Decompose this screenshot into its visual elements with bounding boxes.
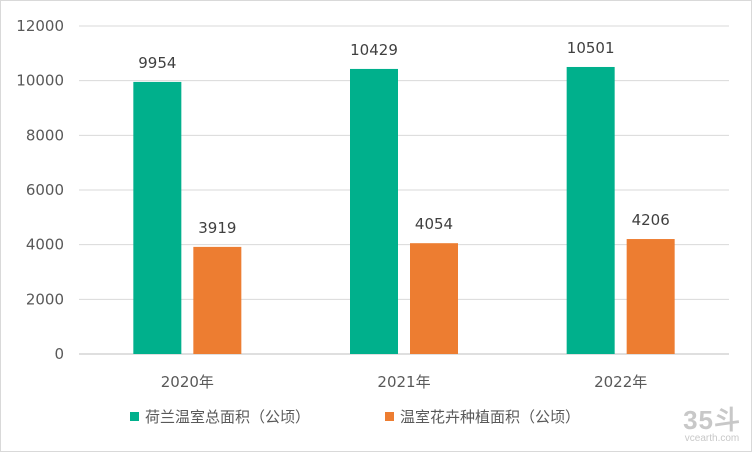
bars bbox=[133, 66, 675, 355]
watermark: 35斗 vcearth.com bbox=[683, 407, 741, 445]
legend: 荷兰温室总面积（公顷） 温室花卉种植面积（公顷） bbox=[130, 408, 580, 426]
x-axis: 2020年 2021年 2022年 bbox=[161, 373, 648, 391]
legend-swatch bbox=[385, 412, 394, 421]
bar bbox=[410, 243, 458, 354]
y-tick-label: 2000 bbox=[26, 290, 64, 308]
bar bbox=[193, 246, 242, 354]
x-category-label: 2020年 bbox=[161, 373, 214, 391]
y-tick-label: 10000 bbox=[16, 72, 64, 90]
y-tick-label: 8000 bbox=[26, 126, 64, 144]
data-label: 4206 bbox=[632, 211, 670, 229]
x-category-label: 2022年 bbox=[594, 373, 647, 391]
y-tick-label: 12000 bbox=[16, 17, 64, 35]
gridlines bbox=[79, 25, 729, 355]
legend-label: 温室花卉种植面积（公顷） bbox=[400, 408, 580, 426]
bar bbox=[566, 66, 615, 355]
x-category-label: 2021年 bbox=[377, 373, 430, 391]
watermark-logo: 35斗 bbox=[683, 405, 741, 435]
y-tick-label: 6000 bbox=[26, 181, 64, 199]
bar bbox=[626, 239, 675, 354]
legend-label: 荷兰温室总面积（公顷） bbox=[145, 408, 310, 426]
data-label: 4054 bbox=[415, 215, 453, 233]
legend-swatch bbox=[130, 412, 139, 421]
y-axis: 0 2000 4000 6000 8000 10000 12000 bbox=[16, 17, 64, 363]
data-label: 3919 bbox=[198, 219, 236, 237]
watermark-site: vcearth.com bbox=[684, 433, 740, 444]
bar bbox=[350, 68, 398, 354]
data-labels: 9954 3919 10429 4054 10501 4206 bbox=[138, 39, 670, 237]
y-tick-label: 4000 bbox=[26, 236, 64, 254]
bar bbox=[133, 81, 182, 354]
y-tick-label: 0 bbox=[54, 345, 64, 363]
data-label: 10501 bbox=[567, 39, 615, 57]
data-label: 9954 bbox=[138, 54, 176, 72]
data-label: 10429 bbox=[350, 41, 398, 59]
